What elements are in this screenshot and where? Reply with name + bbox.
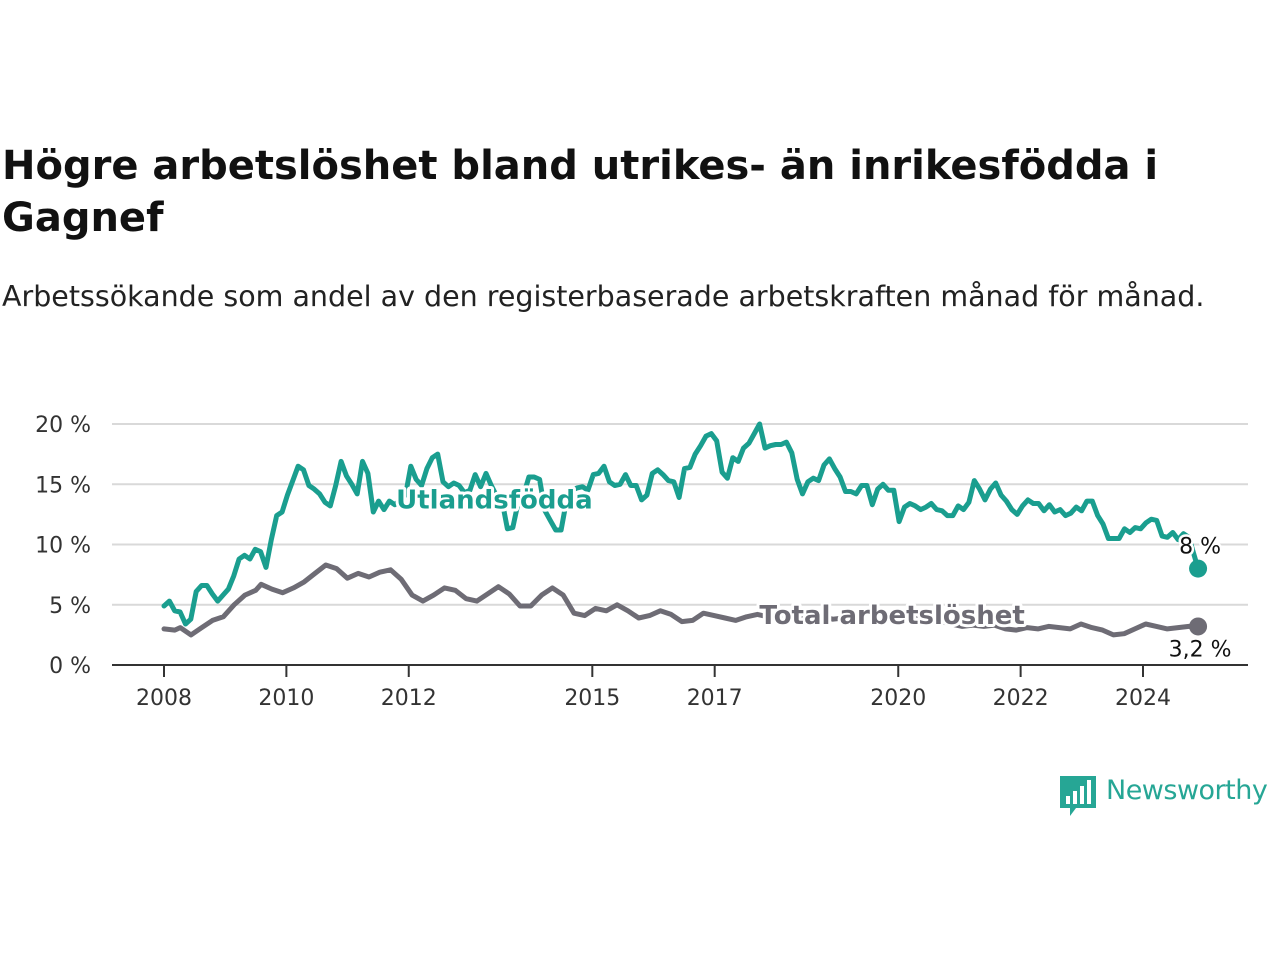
chart-subtitle: Arbetssökande som andel av den registerb… bbox=[2, 280, 1205, 313]
y-axis-ticks: 0 % 5 % 10 % 15 % 20 % bbox=[35, 413, 91, 679]
y-tick-label: 10 % bbox=[35, 534, 91, 559]
x-tick-label: 2022 bbox=[993, 686, 1049, 711]
x-tick-label: 2010 bbox=[258, 686, 314, 711]
series-lines bbox=[161, 421, 1208, 638]
end-point-marker bbox=[1189, 559, 1208, 578]
y-tick-label: 15 % bbox=[35, 473, 91, 498]
brand-name: Newsworthy bbox=[1106, 775, 1268, 806]
end-label-halo: 8 % bbox=[1179, 535, 1221, 560]
y-tick-label: 5 % bbox=[49, 594, 91, 619]
end-point-marker bbox=[1189, 617, 1208, 636]
x-tick-label: 2012 bbox=[381, 686, 437, 711]
newsworthy-logo-icon bbox=[1060, 776, 1096, 816]
end-label-halo: 3,2 % bbox=[1169, 637, 1232, 662]
x-tick-label: 2017 bbox=[687, 686, 743, 711]
end-value-label: 8 % bbox=[1179, 535, 1221, 560]
series-label-halo: Total arbetslöshet bbox=[759, 601, 1024, 631]
y-tick-label: 20 % bbox=[35, 413, 91, 438]
gridlines bbox=[112, 423, 1248, 666]
y-tick-label: 0 % bbox=[49, 654, 91, 679]
x-tick-label: 2015 bbox=[564, 686, 620, 711]
series-label: Total arbetslöshet bbox=[759, 601, 1024, 631]
x-axis-ticks: 2008 2010 2012 2015 2017 2020 2022 2024 bbox=[136, 665, 1171, 711]
series-line bbox=[161, 421, 1192, 627]
x-tick-label: 2024 bbox=[1115, 686, 1171, 711]
end-value-label: 3,2 % bbox=[1169, 637, 1232, 662]
series-label-halo: Utlandsfödda bbox=[396, 485, 593, 515]
x-tick-label: 2008 bbox=[136, 686, 192, 711]
series-line bbox=[161, 562, 1192, 638]
chart-title: Högre arbetslöshet bland utrikes- än inr… bbox=[2, 143, 1159, 241]
series-label: Utlandsfödda bbox=[396, 485, 593, 515]
x-tick-label: 2020 bbox=[870, 686, 926, 711]
